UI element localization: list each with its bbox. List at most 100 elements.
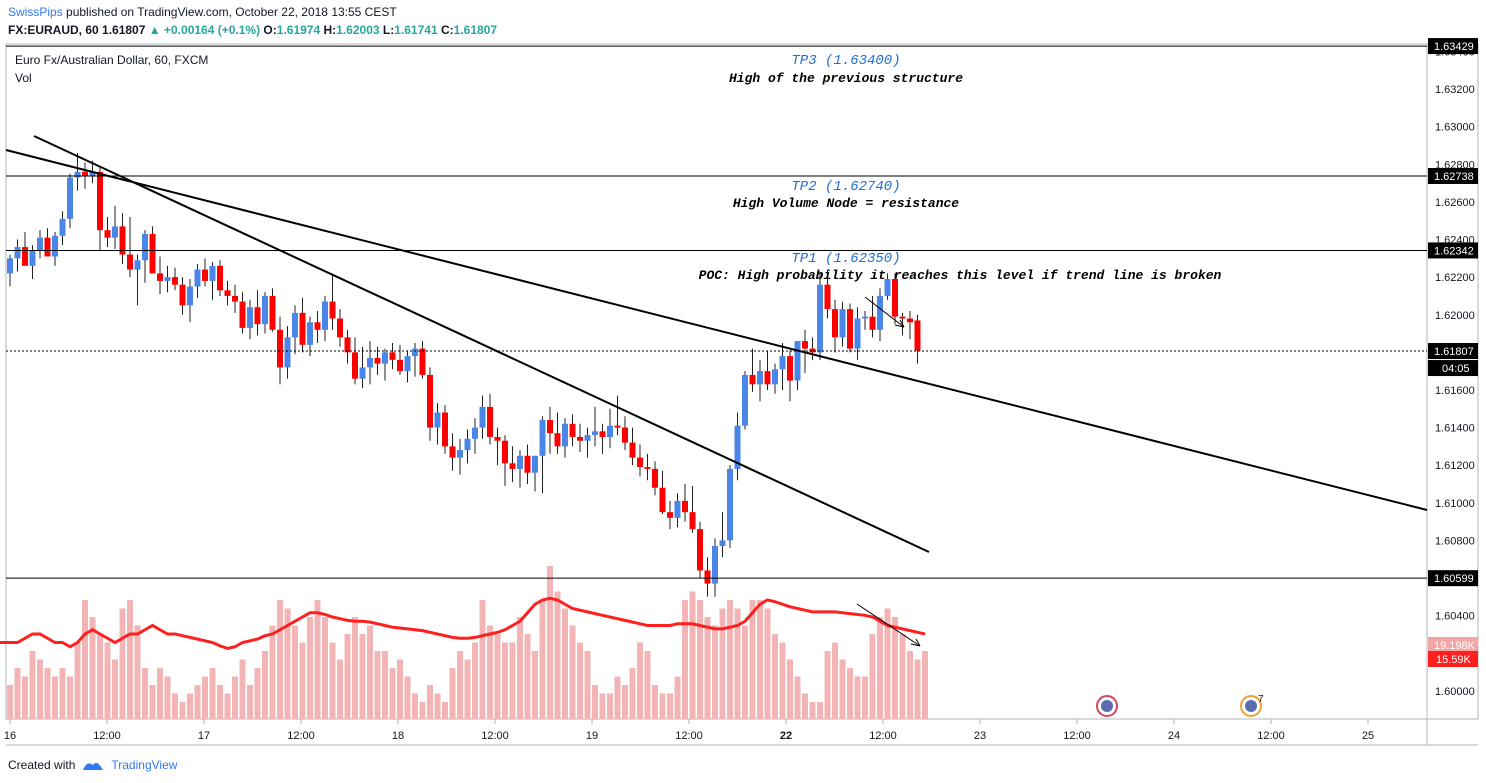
candle-body: [914, 320, 921, 351]
price-tick-label: 1.60400: [1435, 611, 1475, 623]
price-tick-label: 1.62200: [1435, 272, 1475, 284]
volume-indicator-label[interactable]: Vol: [15, 71, 32, 85]
volume-bar: [97, 634, 103, 719]
volume-bar: [314, 600, 321, 719]
volume-bar: [37, 659, 43, 719]
volume-bar: [562, 608, 568, 719]
time-tick-label: 19: [586, 730, 598, 742]
candle-body: [52, 235, 58, 257]
volume-bar: [802, 693, 808, 719]
volume-bar: [689, 591, 696, 719]
price-tick-label: 1.63000: [1435, 122, 1475, 134]
candle-body: [487, 406, 493, 437]
volume-bar: [787, 659, 793, 719]
volume-bar: [487, 625, 493, 719]
volume-bar: [142, 668, 148, 719]
candle-body: [112, 226, 118, 238]
volume-bar: [292, 625, 298, 719]
candle-body: [157, 273, 163, 281]
volume-bar: [247, 685, 253, 719]
candle-body: [97, 171, 103, 231]
volume-bar: [547, 566, 553, 719]
publish-info: SwissPips published on TradingView.com, …: [8, 5, 397, 19]
volume-bar: [884, 608, 891, 719]
candle-body: [509, 463, 516, 469]
candle-body: [337, 318, 343, 338]
time-tick-label: 12:00: [481, 730, 509, 742]
volume-bar: [524, 634, 531, 719]
candle-body: [322, 301, 328, 330]
candle-body: [869, 316, 876, 330]
candle-body: [262, 295, 268, 325]
volume-bar: [119, 608, 126, 719]
volume-bar: [599, 693, 606, 719]
candle-body: [539, 420, 546, 456]
trend-line-long: [5, 149, 1428, 511]
volume-bar: [284, 608, 291, 719]
symbol-ohlc: FX:EURAUD, 60 1.61807 ▲ +0.00164 (+0.1%)…: [8, 23, 497, 37]
candle-body: [299, 312, 306, 345]
low-value: 1.61741: [394, 23, 438, 37]
candle-body: [772, 369, 778, 385]
candle-body: [277, 329, 283, 368]
volume-bar: [74, 642, 81, 719]
candle-body: [217, 265, 223, 291]
candle-body: [7, 258, 13, 274]
candle-body: [427, 374, 433, 428]
price-tick-label: 1.61000: [1435, 498, 1475, 510]
close-label: C:: [440, 23, 454, 37]
candle-body: [194, 269, 201, 287]
volume-bar: [479, 600, 486, 719]
candle-body: [532, 455, 538, 473]
volume-bar: [907, 651, 913, 719]
volume-bar: [554, 591, 561, 719]
volume-bar: [637, 642, 643, 719]
volume-bar: [622, 685, 628, 719]
series-title: Euro Fx/Australian Dollar, 60, FXCM: [15, 53, 209, 67]
volume-bar: [892, 617, 898, 719]
footer: Created with TradingView: [8, 758, 177, 772]
volume-bar: [809, 702, 816, 719]
candle-body: [599, 431, 606, 437]
candle-body: [569, 423, 576, 437]
volume-ma-label-box: [1428, 651, 1478, 667]
last-price: 1.61807: [102, 23, 146, 37]
candle-body: [224, 290, 231, 296]
price-tick-label: 1.61400: [1435, 423, 1475, 435]
candle-body: [149, 233, 156, 274]
volume-bar: [172, 693, 178, 719]
up-arrow-icon: ▲: [148, 23, 161, 37]
event-flag-inner-icon: [1101, 700, 1113, 712]
candle-body: [779, 356, 786, 370]
volume-bar: [277, 600, 283, 719]
volume-bar: [569, 625, 576, 719]
time-tick-label: 17: [198, 730, 210, 742]
volume-bar: [464, 659, 471, 719]
price-label-box: [1428, 343, 1478, 360]
candle-body: [464, 438, 471, 451]
price-tick-label: 1.61600: [1435, 385, 1475, 397]
candle-body: [367, 357, 373, 368]
volume-bar: [307, 617, 313, 719]
candle-body: [404, 356, 411, 372]
volume-bar: [629, 668, 636, 719]
volume-bar: [269, 625, 276, 719]
tradingview-link[interactable]: TradingView: [111, 758, 178, 772]
volume-bars: [0, 566, 928, 719]
high-label: H:: [323, 23, 337, 37]
candle-body: [899, 316, 906, 319]
author-link[interactable]: SwissPips: [8, 5, 63, 19]
candle-body: [794, 341, 801, 381]
candle-body: [119, 226, 126, 255]
volume-bar: [59, 668, 66, 719]
volume-bar: [652, 685, 658, 719]
candle-body: [592, 431, 598, 436]
candle-body: [344, 337, 351, 353]
time-axis: 16 12:00 17 12:00 18 12:00 19 12:00 22 12:00 23 12:…: [4, 694, 1374, 742]
arrow-line: [864, 296, 905, 328]
volume-bar: [149, 685, 156, 719]
candle-body: [727, 468, 733, 541]
candle-body: [307, 322, 313, 345]
volume-bar: [14, 668, 21, 719]
